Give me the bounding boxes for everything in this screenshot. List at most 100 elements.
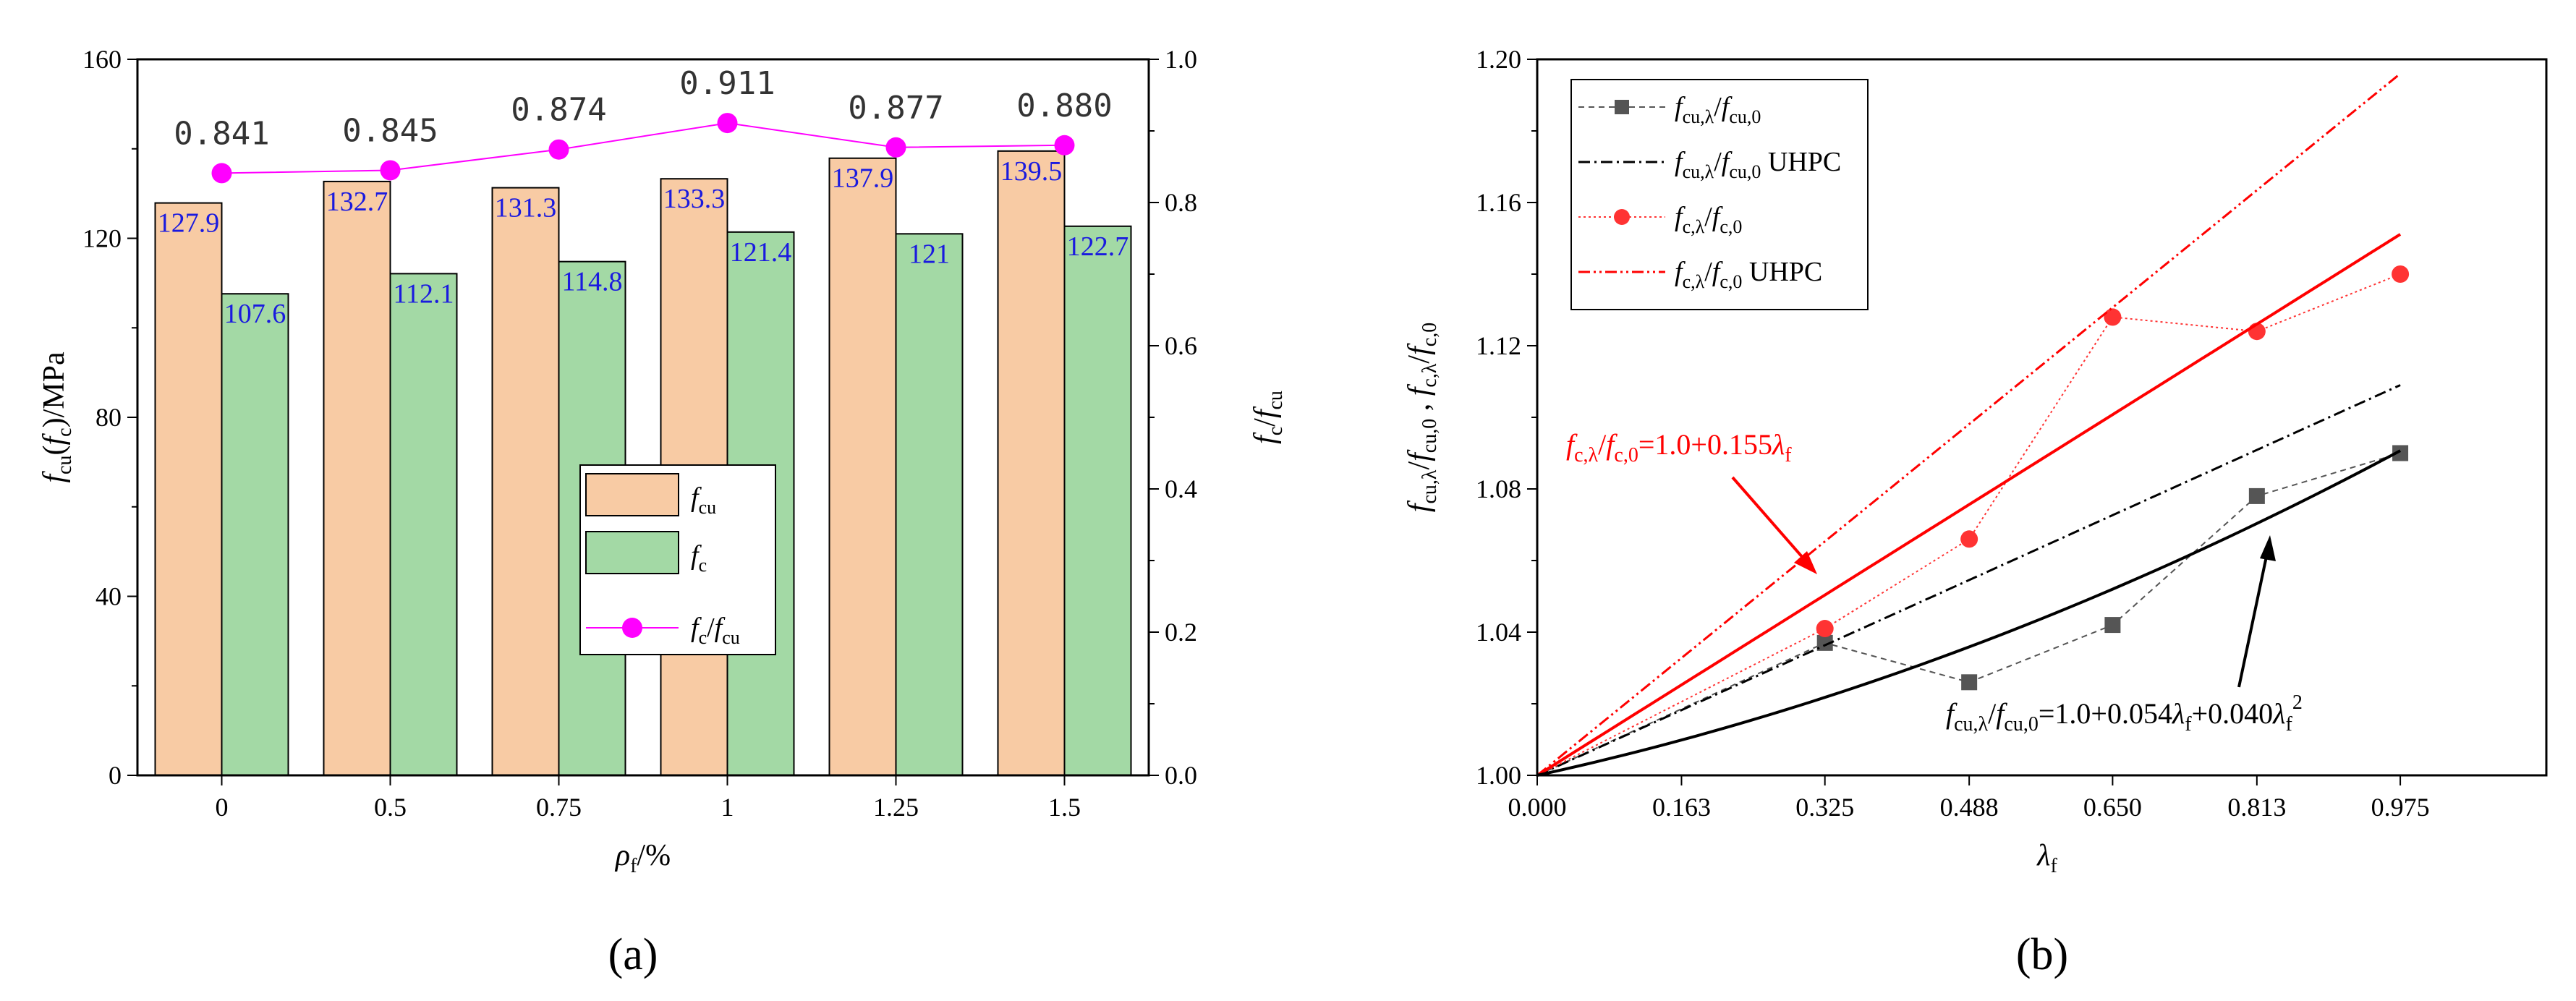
x-tick-label: 0.975 [2371, 793, 2430, 822]
ratio-point [211, 163, 232, 184]
legend-marker-ratio [622, 618, 642, 638]
bar-fcu [323, 180, 391, 776]
data-point-square [1816, 634, 1833, 651]
series-line [1536, 384, 2401, 777]
fit-label-fcu: fcu,λ/fcu,0=1.0+0.054λf+0.040λf2 [1946, 691, 2303, 736]
bar-fc [389, 273, 458, 777]
x-tick-label: 0.325 [1795, 793, 1854, 822]
legend-swatch-fc [585, 531, 679, 574]
data-point-circle [2104, 308, 2122, 326]
fit-arrowhead-fcu [2260, 535, 2276, 561]
data-point-square [2248, 487, 2265, 504]
data-point-square [2392, 445, 2409, 461]
ratio-point [380, 160, 401, 181]
fit-arrow-fc [1731, 476, 1810, 566]
chart-b-ylabel: fcu,λ/fcu,0 , fc,λ/fc,0 [1403, 323, 1441, 512]
chart-a-plot-frame [136, 58, 1150, 777]
x-tick-label: 0.75 [536, 793, 582, 822]
series-line [1536, 452, 2401, 776]
fit-arrowhead-fc [1794, 551, 1817, 574]
bar-label-fc: 107.6 [224, 299, 286, 329]
bar-fc [1063, 225, 1132, 776]
chart-a: 127.9 107.6 132.7 112.1 131.3 114.8 133.3121.4… [38, 45, 1287, 979]
y-tick-label: 1.20 [1476, 45, 1521, 74]
data-point-circle [2392, 265, 2410, 283]
x-tick-label: 0.488 [1940, 793, 1999, 822]
bar-fc [221, 293, 289, 777]
series-line [1536, 273, 2401, 776]
fit-curve [1536, 449, 2402, 777]
legend-label-ratio: fc/fcu [691, 613, 740, 648]
x-tick-label: 0.813 [2227, 793, 2286, 822]
ratio-point [1054, 135, 1075, 156]
y2-tick-label: 0.0 [1165, 761, 1197, 790]
y2-tick-label: 0.4 [1165, 474, 1197, 503]
chart-a-xlabel: ρf/% [614, 839, 671, 877]
panel-label-a: (a) [608, 930, 658, 979]
bar-label-fcu: 132.7 [326, 187, 388, 217]
bar-label-fc: 121.4 [730, 237, 792, 268]
y2-tick-label: 0.6 [1165, 331, 1197, 360]
legend-swatch-fcu [585, 473, 679, 516]
chart-a-y2label: fc/fcu [1249, 391, 1287, 444]
data-point-circle [1960, 530, 1978, 548]
x-tick-label: 0 [216, 793, 229, 822]
bar-fc [895, 233, 964, 776]
bar-label-fcu: 127.9 [158, 208, 220, 239]
y-tick-label: 1.12 [1476, 331, 1521, 360]
bar-fcu [491, 187, 560, 776]
ratio-point [717, 113, 738, 134]
x-tick-label: 0.5 [374, 793, 407, 822]
x-tick-label: 0.000 [1508, 793, 1567, 822]
ratio-label: 0.841 [174, 115, 269, 152]
chart-a-legend: fcu fc fc/fcu [579, 464, 776, 655]
bar-label-fcu: 139.5 [1000, 156, 1063, 187]
legend-marker-circle [1614, 209, 1630, 225]
chart-b-xlabel: λf [2036, 839, 2057, 877]
ratio-label: 0.880 [1016, 88, 1112, 124]
y-tick-label: 160 [82, 45, 122, 74]
legend-label-fc-uhpc: fc,λ/fc,0 UHPC [1675, 257, 1822, 292]
x-tick-label: 1 [721, 793, 734, 822]
legend-marker-square [1615, 100, 1629, 114]
bar-fcu [997, 150, 1066, 776]
chart-b-legend: fcu,λ/fcu,0 fcu,λ/fcu,0 UHPC fc,λ/fc,0 f… [1570, 79, 1869, 310]
bar-label-fc: 114.8 [561, 267, 622, 297]
chart-b: 0.000 0.163 0.325 0.488 0.650 0.813 0.975 1.00 1… [1403, 45, 2548, 979]
y2-tick-label: 1.0 [1165, 45, 1197, 74]
ratio-label: 0.911 [679, 65, 775, 102]
fit-arrow-fcu [2237, 549, 2269, 688]
bar-label-fcu: 131.3 [495, 193, 557, 223]
data-point-square [1961, 674, 1978, 691]
ratio-point [885, 137, 906, 158]
ratio-label: 0.877 [848, 90, 943, 127]
bar-label-fcu: 133.3 [663, 184, 726, 214]
panel-label-b: (b) [2016, 930, 2068, 979]
data-point-circle [1816, 620, 1834, 638]
series-line [1536, 72, 2402, 777]
ratio-line [221, 122, 1065, 174]
y-tick-label: 120 [82, 224, 122, 253]
bar-label-fc: 122.7 [1067, 231, 1129, 262]
chart-a-ylabel: fcu(fc)/MPa [38, 352, 76, 483]
fit-label-fc: fc,λ/fc,0=1.0+0.155λf [1566, 428, 1792, 467]
y2-tick-label: 0.2 [1165, 618, 1197, 647]
x-tick-label: 0.163 [1652, 793, 1711, 822]
x-tick-label: 1.5 [1048, 793, 1081, 822]
y-tick-label: 40 [95, 582, 122, 611]
x-tick-label: 1.25 [873, 793, 919, 822]
y-tick-label: 0 [109, 761, 122, 790]
bar-fcu [154, 202, 223, 776]
y-tick-label: 1.16 [1476, 188, 1521, 217]
bar-label-fc: 112.1 [393, 278, 454, 309]
ratio-point [548, 139, 569, 160]
y-tick-label: 80 [95, 403, 122, 432]
y-tick-label: 1.04 [1476, 618, 1521, 647]
ratio-label: 0.874 [511, 92, 606, 129]
fit-curve [1536, 233, 2402, 777]
bar-label-fc: 121 [909, 239, 950, 269]
ratio-label: 0.845 [342, 112, 438, 149]
x-tick-label: 0.650 [2083, 793, 2142, 822]
y2-tick-label: 0.8 [1165, 188, 1197, 217]
